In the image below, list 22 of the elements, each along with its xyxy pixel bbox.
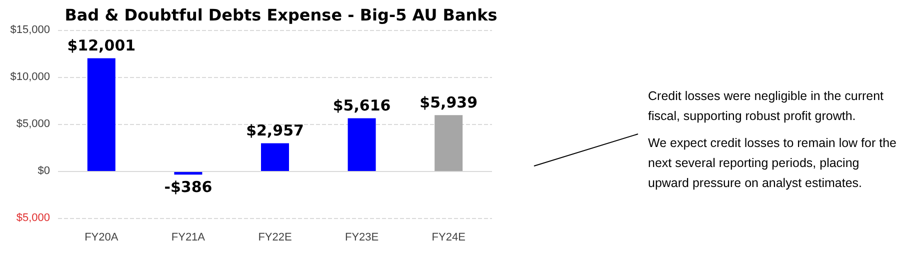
x-tick-label: FY24E xyxy=(432,232,466,244)
y-tick-label: $15,000 xyxy=(10,24,50,36)
data-label: $5,616 xyxy=(332,96,391,115)
y-tick-label: $10,000 xyxy=(10,71,50,83)
x-tick-label: FY21A xyxy=(171,232,206,244)
data-label: $5,939 xyxy=(420,94,478,112)
bar xyxy=(348,118,376,171)
text: Credit losses were negligible in the current fiscal, supporting robust profit growth. xyxy=(648,88,885,125)
data-label: $12,001 xyxy=(67,36,136,55)
x-tick-label: FY22E xyxy=(258,232,292,244)
y-tick-label: $5,000 xyxy=(16,212,50,224)
y-tick-label: $5,000 xyxy=(16,118,50,130)
bar xyxy=(434,115,463,171)
chart-title: Bad & Doubtful Debts Expense - Big-5 AU Banks xyxy=(64,6,498,24)
x-tick-label: FY23E xyxy=(344,232,379,244)
bar xyxy=(261,143,289,171)
data-label: $2,957 xyxy=(246,122,304,140)
bar xyxy=(87,58,116,171)
y-tick-label: $0 xyxy=(38,165,50,177)
data-label: -$386 xyxy=(164,178,212,196)
text: We expect credit losses to remain low for the next several reporting periods, placing upward pressure on analyst estimates. xyxy=(648,135,898,192)
x-tick-label: FY20A xyxy=(84,232,119,244)
